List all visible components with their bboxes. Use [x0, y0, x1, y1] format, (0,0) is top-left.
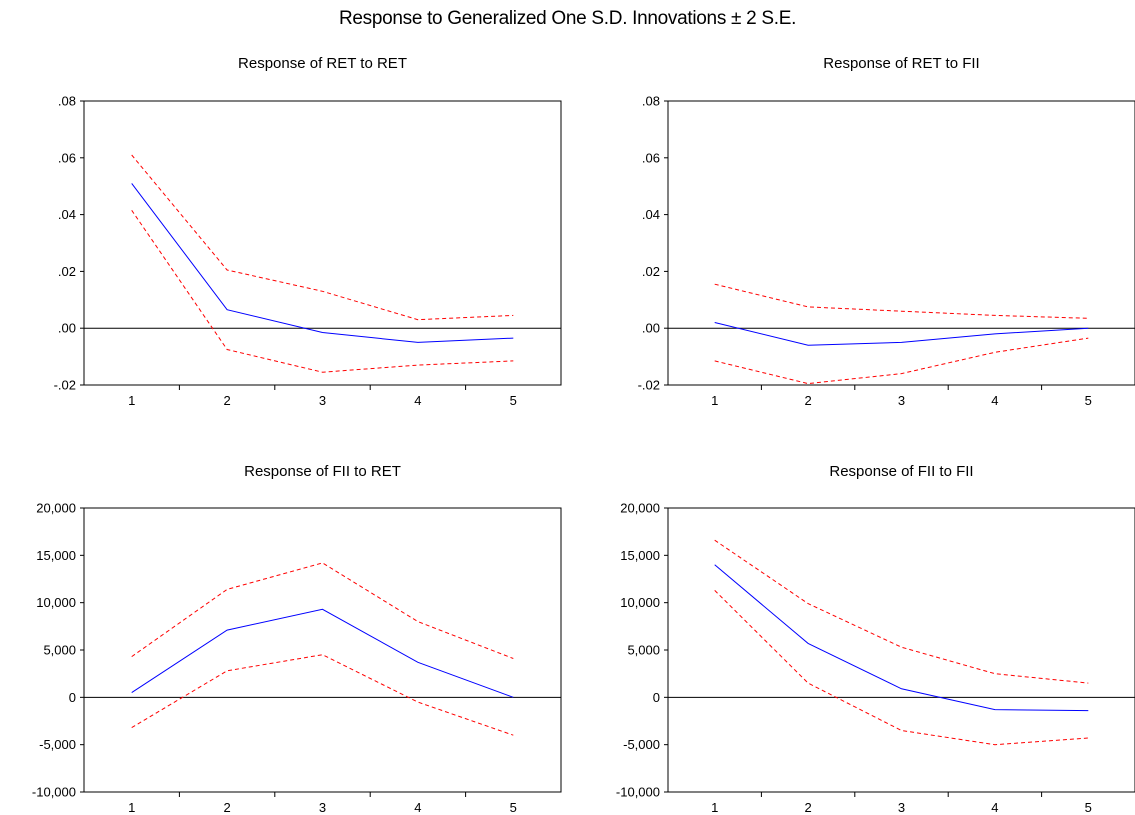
panel-4-response-line	[714, 564, 1089, 712]
panel-2-xtick-label: 2	[804, 393, 811, 408]
panel-2-ytick-label: .06	[642, 150, 660, 165]
panel-4-xtick-label: 2	[804, 800, 811, 815]
panel-1-title: Response of RET to RET	[238, 55, 407, 72]
panel-4-ytick-label: -5,000	[623, 737, 660, 752]
panel-4-ytick-label: 5,000	[627, 643, 660, 658]
panel-3-ytick-label: 0	[69, 690, 76, 705]
panel-1-ytick-label: .04	[58, 207, 76, 222]
panel-1-xtick-label: 3	[319, 393, 326, 408]
panel-2-frame	[667, 100, 1135, 386]
panel-1-ytick-label: .08	[58, 94, 76, 109]
panel-4-ytick-label: 10,000	[620, 595, 660, 610]
panel-4-ytick-label: 15,000	[620, 548, 660, 563]
panel-4-xtick-label: 5	[1085, 800, 1092, 815]
panel-2-ytick-label: -.02	[638, 378, 660, 393]
panel-4-ytick-label: 0	[653, 690, 660, 705]
panel-2-response-line	[714, 322, 1089, 346]
panel-2-ytick-label: .04	[642, 207, 660, 222]
panel-3-ytick-label: -10,000	[32, 785, 76, 800]
panel-3-title: Response of FII to RET	[244, 463, 401, 480]
panel-1-ytick-label: .06	[58, 150, 76, 165]
panel-3-ytick-label: 20,000	[36, 501, 76, 516]
panel-3-xtick-label: 2	[223, 800, 230, 815]
panel-4-ytick-label: -10,000	[616, 785, 660, 800]
panel-2-upper-line	[714, 283, 1089, 319]
panel-4-lower-line	[714, 590, 1089, 746]
panel-1-xtick-label: 5	[510, 393, 517, 408]
panel-4-xtick-label: 3	[898, 800, 905, 815]
panel-3-xtick-label: 1	[128, 800, 135, 815]
panel-2-title: Response of RET to FII	[823, 55, 979, 72]
panel-3-ytick-label: -5,000	[39, 737, 76, 752]
panel-1-xtick-label: 2	[223, 393, 230, 408]
panel-2-xtick-label: 4	[991, 393, 998, 408]
panel-1-ytick-label: .00	[58, 321, 76, 336]
panel-3-xtick-label: 4	[414, 800, 421, 815]
panel-3-xtick-label: 5	[510, 800, 517, 815]
panel-2-lower-line	[714, 337, 1089, 385]
panel-3-response-line	[131, 608, 514, 698]
panel-3-ytick-label: 15,000	[36, 548, 76, 563]
panel-4-upper-line	[714, 539, 1089, 684]
panel-1-upper-line	[131, 154, 514, 321]
panel-1-lower-line	[131, 210, 514, 373]
panel-4-title: Response of FII to FII	[829, 463, 973, 480]
panel-2-ytick-label: .02	[642, 264, 660, 279]
panel-3-frame	[83, 507, 562, 793]
panel-3-ytick-label: 10,000	[36, 595, 76, 610]
panel-1-ytick-label: -.02	[54, 378, 76, 393]
panel-1-frame	[83, 100, 562, 386]
panel-3-upper-line	[131, 562, 514, 659]
panel-3-lower-line	[131, 654, 514, 736]
panel-1-xtick-label: 1	[128, 393, 135, 408]
panel-1-response-line	[131, 183, 514, 343]
panel-4-frame	[667, 507, 1135, 793]
panel-3-xtick-label: 3	[319, 800, 326, 815]
panel-4-ytick-label: 20,000	[620, 501, 660, 516]
panel-2-xtick-label: 1	[711, 393, 718, 408]
panel-4-xtick-label: 4	[991, 800, 998, 815]
panel-2-ytick-label: .00	[642, 321, 660, 336]
panel-1-ytick-label: .02	[58, 264, 76, 279]
panel-2-ytick-label: .08	[642, 94, 660, 109]
panel-4-xtick-label: 1	[711, 800, 718, 815]
panel-1-xtick-label: 4	[414, 393, 421, 408]
panel-3-ytick-label: 5,000	[43, 643, 76, 658]
panel-2-xtick-label: 5	[1085, 393, 1092, 408]
figure-title: Response to Generalized One S.D. Innovat…	[338, 8, 797, 29]
panel-2-xtick-label: 3	[898, 393, 905, 408]
